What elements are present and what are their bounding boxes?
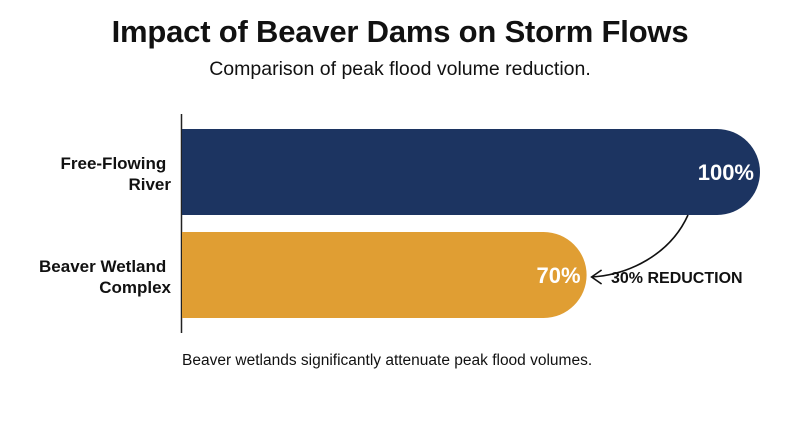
bar-beaver-wetland-complex xyxy=(182,232,587,318)
value-label-beaver-wetland-complex: 70% xyxy=(537,263,581,288)
chart-title: Impact of Beaver Dams on Storm Flows xyxy=(111,14,689,49)
chart-subtitle: Comparison of peak flood volume reductio… xyxy=(209,58,591,80)
bar-free-flowing-river xyxy=(182,129,760,215)
reduction-arrowhead xyxy=(590,269,603,285)
category-label-line: Beaver Wetland xyxy=(39,257,166,276)
reduction-arrow xyxy=(591,214,689,278)
category-label-line: Complex xyxy=(99,278,171,297)
category-label-beaver-wetland-complex: Beaver Wetland Complex xyxy=(39,257,172,297)
value-label-free-flowing-river: 100% xyxy=(698,160,754,185)
category-label-free-flowing-river: Free-Flowing River xyxy=(60,154,171,194)
reduction-annotation: 30% REDUCTION xyxy=(611,270,743,287)
category-label-line: Free-Flowing xyxy=(60,154,166,173)
category-label-line: River xyxy=(128,175,171,194)
chart-caption: Beaver wetlands significantly attenuate … xyxy=(182,352,593,369)
